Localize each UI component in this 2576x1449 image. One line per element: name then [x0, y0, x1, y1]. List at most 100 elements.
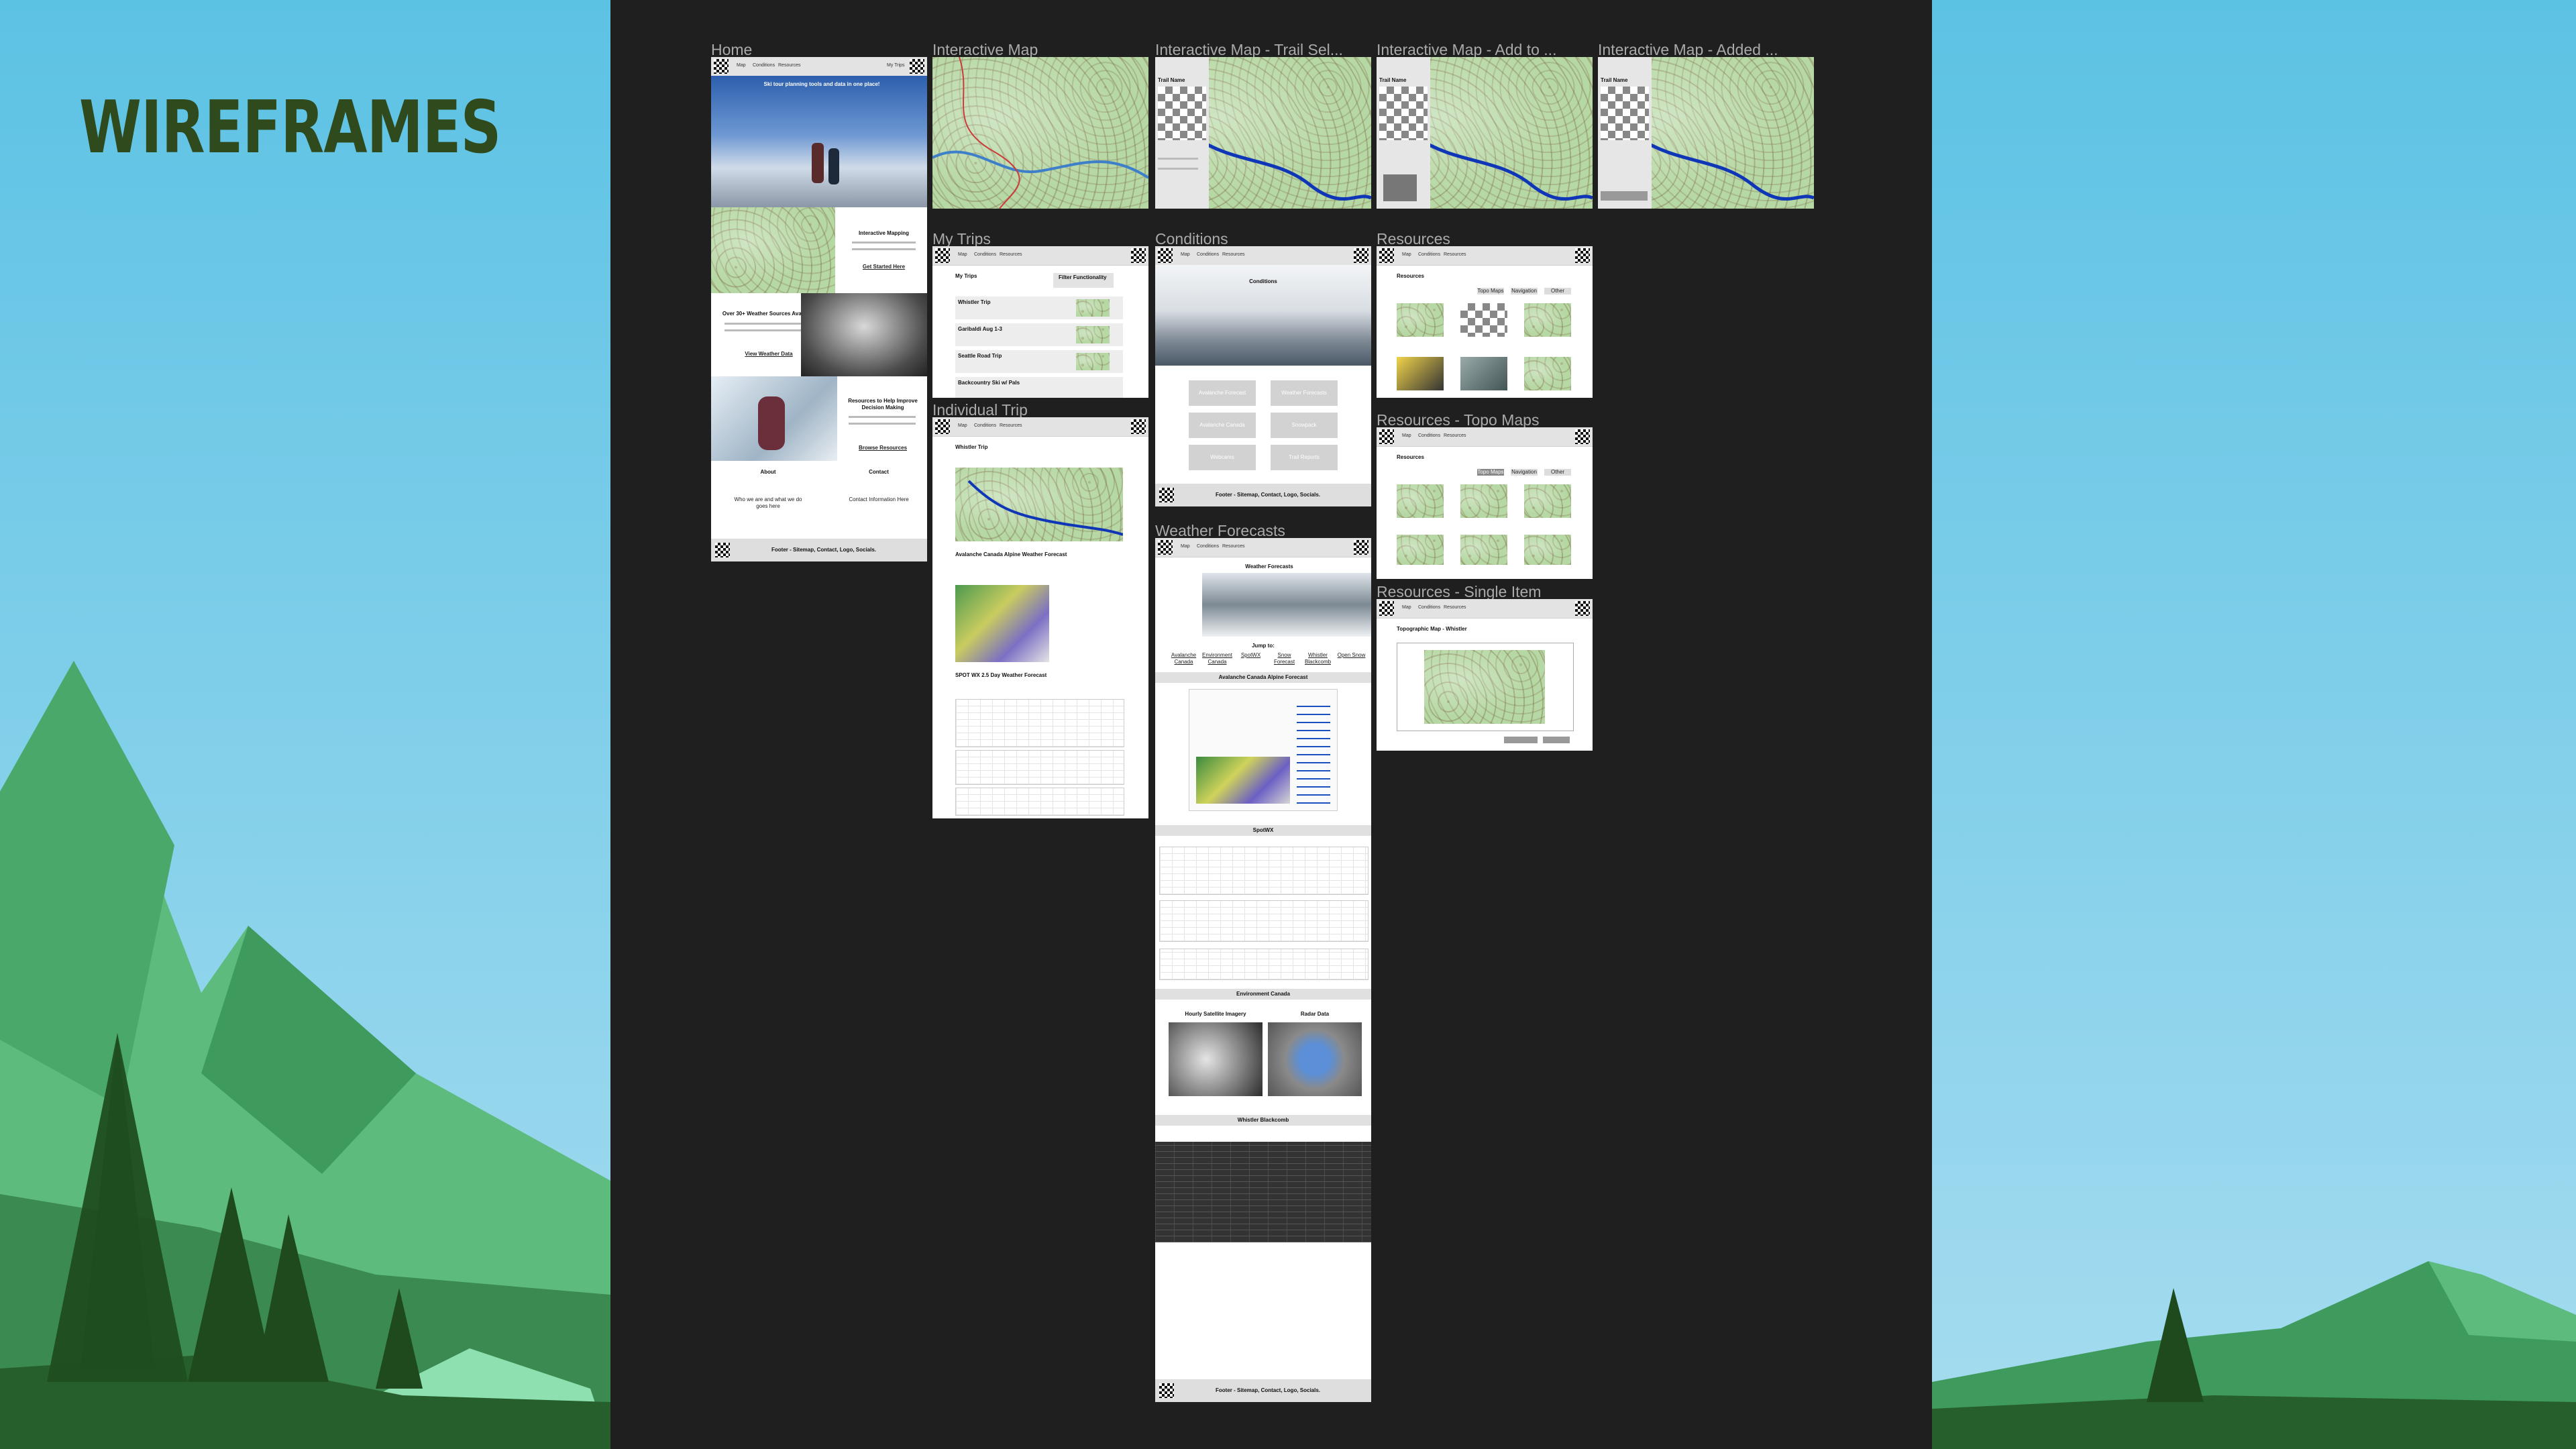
- nav-link-map[interactable]: Map: [1402, 252, 1411, 257]
- map-routes: [932, 57, 1148, 209]
- resource-thumb[interactable]: [1460, 303, 1507, 337]
- jump-link[interactable]: Environment Canada: [1202, 652, 1232, 665]
- nav-link-map[interactable]: Map: [958, 252, 967, 257]
- nav-link-map[interactable]: Map: [737, 63, 746, 68]
- frame-body: [932, 57, 1148, 209]
- resource-thumb[interactable]: [1460, 535, 1507, 565]
- nav-link-conditions[interactable]: Conditions: [1418, 433, 1441, 438]
- resource-thumb[interactable]: [1460, 484, 1507, 518]
- filter-tab[interactable]: Navigation: [1511, 288, 1538, 294]
- placeholder-text: [724, 323, 812, 325]
- nav-link-conditions[interactable]: Conditions: [1418, 605, 1441, 610]
- nav-link-map[interactable]: Map: [1181, 252, 1190, 257]
- map-link[interactable]: Get Started Here: [862, 264, 906, 270]
- nav-link-resources[interactable]: Resources: [1222, 252, 1245, 257]
- conditions-button[interactable]: Snowpack: [1271, 413, 1338, 438]
- conditions-frame[interactable]: Conditions Map Conditions Resources Cond…: [1155, 230, 1371, 506]
- resource-thumb[interactable]: [1460, 357, 1507, 390]
- individual-trip-frame[interactable]: Individual Trip Map Conditions Resources…: [932, 401, 1148, 818]
- filter-tab-active[interactable]: Topo Maps: [1477, 469, 1504, 476]
- resource-thumb[interactable]: [1397, 303, 1444, 337]
- nav-link-map[interactable]: Map: [958, 423, 967, 428]
- download-button[interactable]: [1504, 737, 1538, 743]
- weather-forecasts-frame[interactable]: Weather Forecasts Map Conditions Resourc…: [1155, 522, 1371, 1402]
- topo-map[interactable]: [932, 57, 1148, 209]
- section-title: SpotWX: [1252, 827, 1274, 833]
- weather-link[interactable]: View Weather Data: [745, 351, 793, 357]
- my-trips-frame[interactable]: My Trips Map Conditions Resources My Tri…: [932, 230, 1148, 398]
- nav-link-resources[interactable]: Resources: [1444, 605, 1466, 610]
- filter-tab[interactable]: Other: [1544, 288, 1571, 294]
- trail-image: [1158, 87, 1206, 140]
- trip-card[interactable]: Seattle Road Trip: [955, 350, 1123, 373]
- frame-label: Conditions: [1155, 230, 1228, 248]
- trip-card[interactable]: Whistler Trip: [955, 297, 1123, 319]
- resource-thumb[interactable]: [1524, 303, 1571, 337]
- added-to-trip-frame[interactable]: Interactive Map - Added ... Trail Name: [1598, 41, 1814, 209]
- conditions-button[interactable]: Avalanche Forecast: [1189, 380, 1256, 406]
- nav-link-resources[interactable]: Resources: [778, 63, 801, 68]
- pine-tree: [47, 1033, 188, 1382]
- logo-icon: [1131, 248, 1146, 263]
- trail-select-frame[interactable]: Interactive Map - Trail Sel... Trail Nam…: [1155, 41, 1371, 209]
- nav-link-map[interactable]: Map: [1402, 605, 1411, 610]
- nav-link-conditions[interactable]: Conditions: [1197, 544, 1220, 549]
- add-to-trip-dropdown[interactable]: [1383, 174, 1417, 201]
- trip-card[interactable]: Backcountry Ski w/ Pals: [955, 377, 1123, 398]
- weather-hero-image: [1202, 573, 1371, 637]
- radar-title: Radar Data: [1300, 1011, 1330, 1017]
- satellite-title: Hourly Satellite Imagery: [1185, 1011, 1246, 1017]
- resource-thumb[interactable]: [1524, 484, 1571, 518]
- conditions-button[interactable]: Trail Reports: [1271, 445, 1338, 470]
- print-button[interactable]: [1543, 737, 1570, 743]
- nav-account[interactable]: My Trips: [887, 63, 905, 68]
- nav-link-conditions[interactable]: Conditions: [974, 423, 997, 428]
- jump-link[interactable]: Open Snow: [1337, 652, 1366, 658]
- nav-link-map[interactable]: Map: [1402, 433, 1411, 438]
- section-title: Environment Canada: [1236, 991, 1290, 997]
- conditions-button[interactable]: Webcams: [1189, 445, 1256, 470]
- interactive-map-frame[interactable]: Interactive Map: [932, 41, 1148, 209]
- nav-link-resources[interactable]: Resources: [1000, 423, 1022, 428]
- frame-label: Resources - Single Item: [1377, 583, 1542, 600]
- jump-link[interactable]: Avalanche Canada: [1171, 652, 1197, 665]
- resource-thumb[interactable]: [1397, 357, 1444, 390]
- frame-label: Interactive Map: [932, 41, 1038, 58]
- resources-single-frame[interactable]: Resources - Single Item Map Conditions R…: [1377, 583, 1593, 751]
- resources-link[interactable]: Browse Resources: [858, 445, 908, 451]
- frame-body: Map Conditions Resources Conditions Aval…: [1155, 246, 1371, 506]
- home-frame[interactable]: Home Map Conditions Resources My Trips S…: [711, 41, 927, 561]
- nav-link-conditions[interactable]: Conditions: [753, 63, 775, 68]
- wireframe-canvas: Home Map Conditions Resources My Trips S…: [610, 0, 1932, 1449]
- resource-thumb[interactable]: [1397, 484, 1444, 518]
- forecast-heading: SPOT WX 2.5 Day Weather Forecast: [955, 672, 1047, 678]
- nav-link-resources[interactable]: Resources: [1222, 544, 1245, 549]
- nav-link-conditions[interactable]: Conditions: [1197, 252, 1220, 257]
- trip-name: Whistler Trip: [958, 299, 991, 305]
- resource-thumb[interactable]: [1524, 535, 1571, 565]
- filter-tab[interactable]: Navigation: [1511, 469, 1538, 476]
- conditions-button[interactable]: Weather Forecasts: [1271, 380, 1338, 406]
- resource-thumb[interactable]: [1397, 535, 1444, 565]
- nav-link-conditions[interactable]: Conditions: [1418, 252, 1441, 257]
- frame-body: Map Conditions Resources Resources Topo …: [1377, 246, 1593, 398]
- resources-topo-frame[interactable]: Resources - Topo Maps Map Conditions Res…: [1377, 411, 1593, 579]
- filter-box[interactable]: Filter Functionality: [1053, 273, 1114, 288]
- conditions-button[interactable]: Avalanche Canada: [1189, 413, 1256, 438]
- nav-link-map[interactable]: Map: [1181, 544, 1190, 549]
- jump-link[interactable]: SpotWX: [1240, 652, 1261, 658]
- nav-link-conditions[interactable]: Conditions: [974, 252, 997, 257]
- nav-link-resources[interactable]: Resources: [1444, 252, 1466, 257]
- trip-card[interactable]: Garibaldi Aug 1-3: [955, 323, 1123, 346]
- filter-tab[interactable]: Topo Maps: [1477, 288, 1504, 294]
- resource-thumb[interactable]: [1524, 357, 1571, 390]
- map-preview-box[interactable]: [1397, 643, 1574, 731]
- add-to-trip-frame[interactable]: Interactive Map - Add to ... Trail Name: [1377, 41, 1593, 209]
- jump-link[interactable]: Snow Forecast: [1273, 652, 1295, 665]
- resources-frame[interactable]: Resources Map Conditions Resources Resou…: [1377, 230, 1593, 398]
- placeholder-text: [849, 423, 916, 425]
- nav-link-resources[interactable]: Resources: [1000, 252, 1022, 257]
- jump-link[interactable]: Whistler Blackcomb: [1304, 652, 1332, 665]
- filter-tab[interactable]: Other: [1544, 469, 1571, 476]
- nav-link-resources[interactable]: Resources: [1444, 433, 1466, 438]
